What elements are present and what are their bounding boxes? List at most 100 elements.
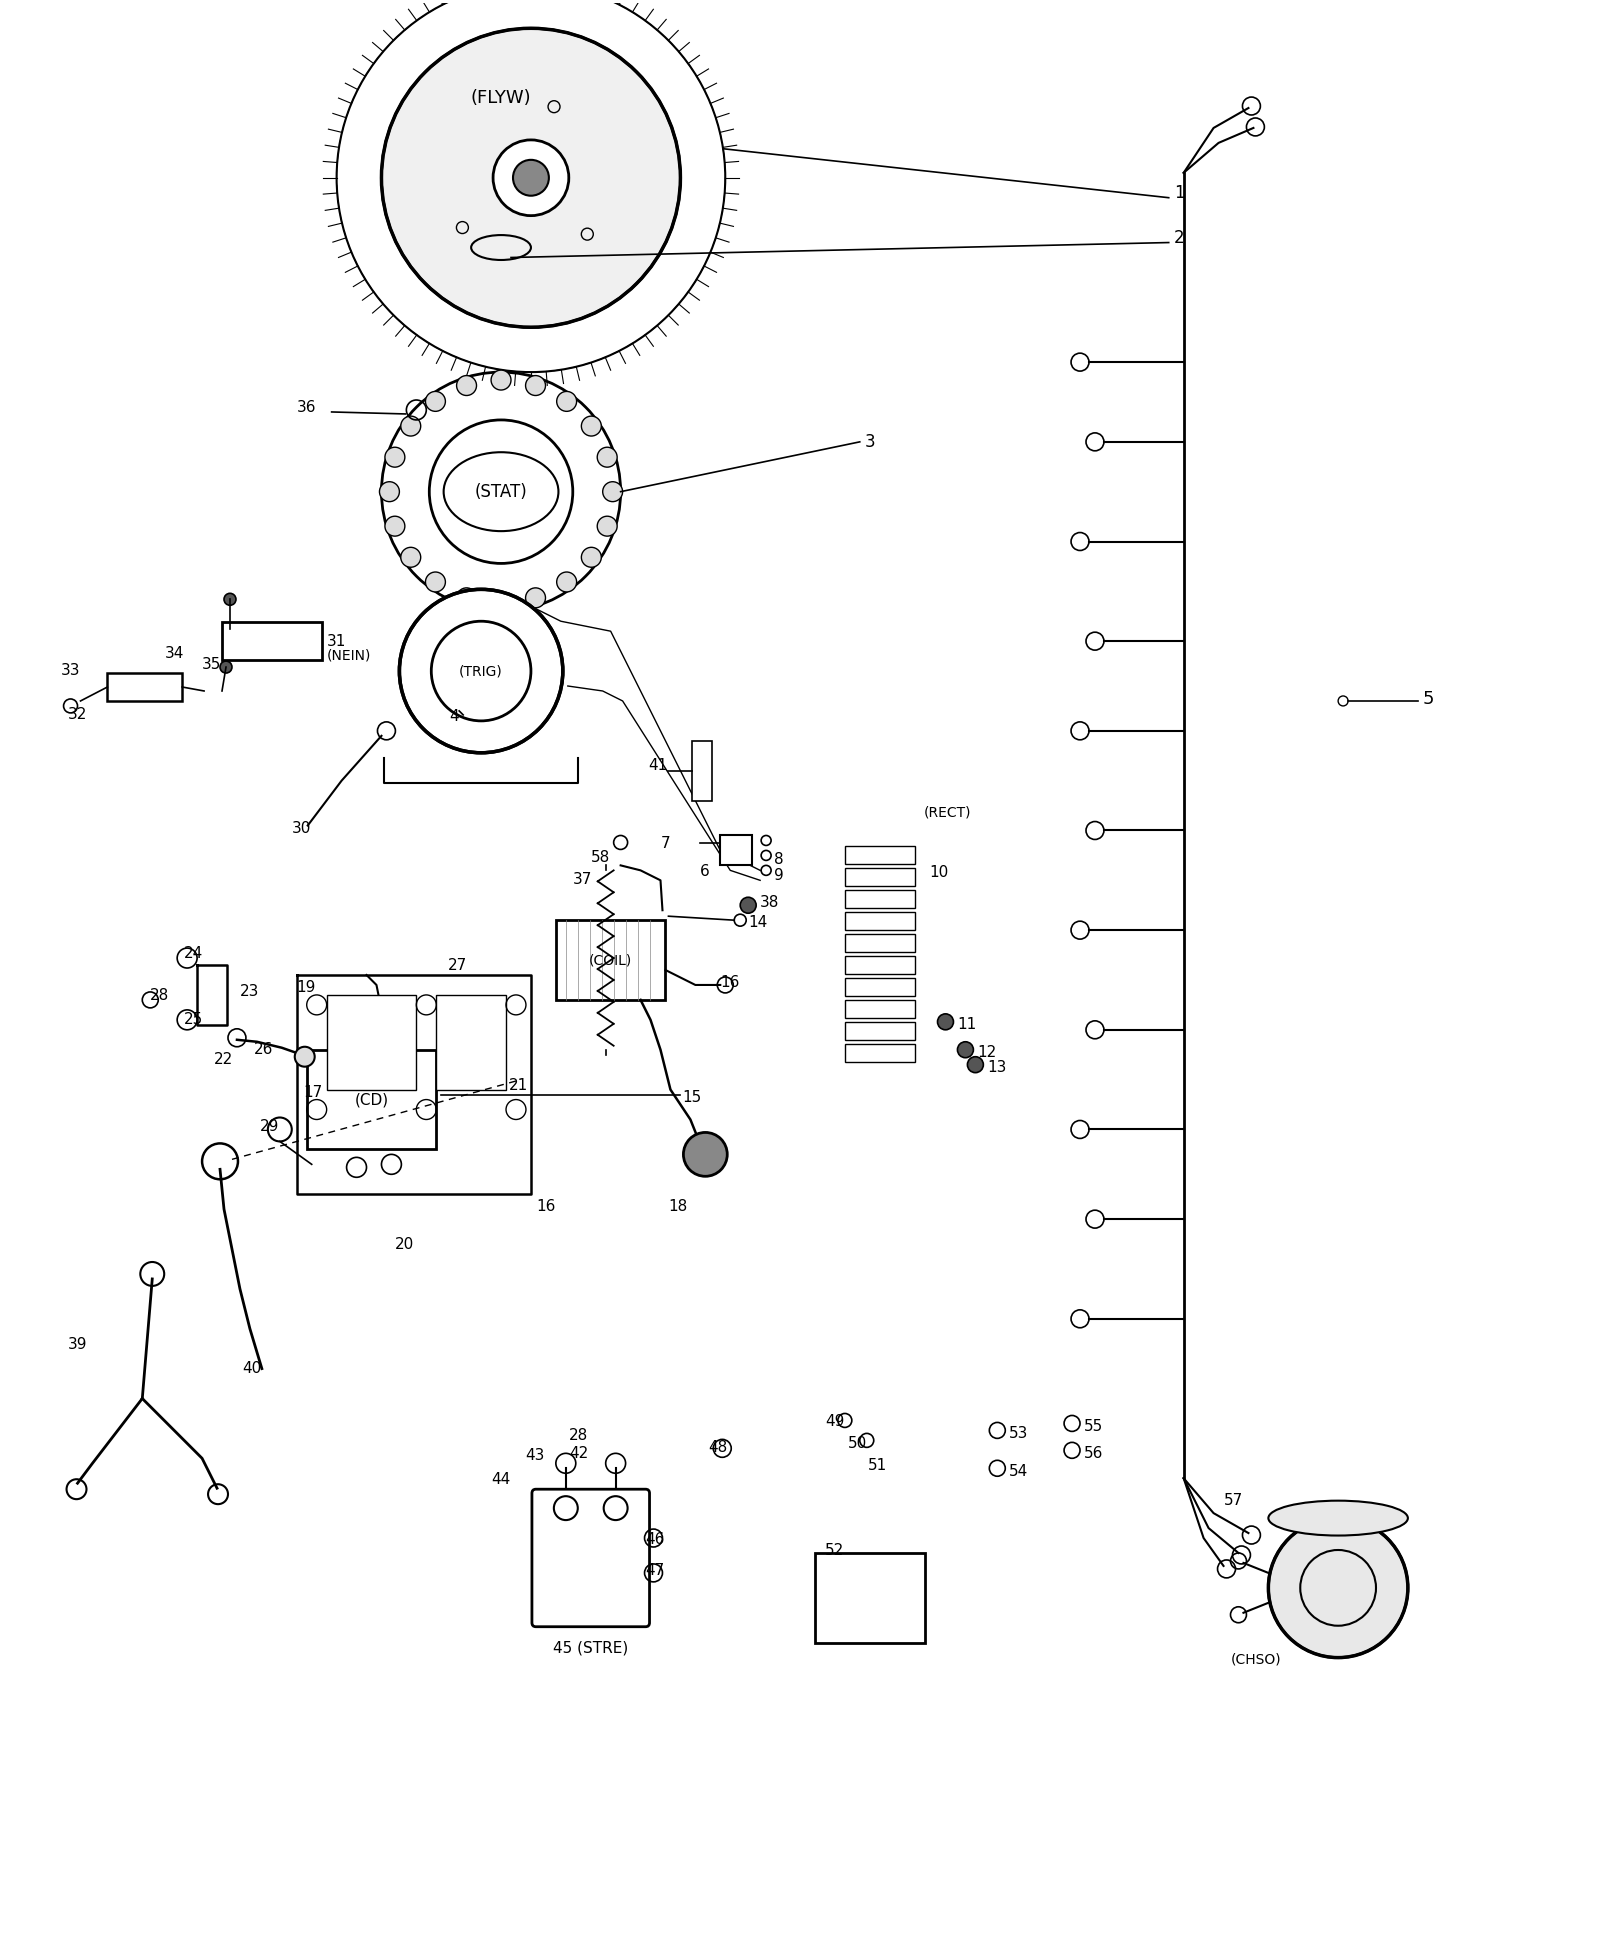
Circle shape xyxy=(603,481,622,502)
Circle shape xyxy=(491,370,510,389)
Text: 57: 57 xyxy=(1224,1493,1243,1509)
Text: 13: 13 xyxy=(987,1059,1006,1075)
Text: 10: 10 xyxy=(930,864,949,880)
Text: 9: 9 xyxy=(774,868,784,884)
Bar xyxy=(845,847,915,864)
Text: 35: 35 xyxy=(202,656,221,672)
Text: 24: 24 xyxy=(184,946,203,962)
Text: 39: 39 xyxy=(67,1338,86,1351)
Text: 31: 31 xyxy=(326,633,346,648)
Text: (COIL): (COIL) xyxy=(589,952,632,968)
Text: 25: 25 xyxy=(184,1012,203,1026)
Text: 2: 2 xyxy=(1174,228,1184,247)
Ellipse shape xyxy=(1269,1501,1408,1536)
Text: (NEIN): (NEIN) xyxy=(326,648,371,662)
Circle shape xyxy=(938,1014,954,1030)
Text: (CD): (CD) xyxy=(355,1092,389,1108)
Circle shape xyxy=(514,160,549,197)
Circle shape xyxy=(741,898,757,913)
Text: 32: 32 xyxy=(67,707,86,722)
Circle shape xyxy=(456,588,477,607)
Circle shape xyxy=(386,448,405,467)
Text: 42: 42 xyxy=(570,1447,589,1462)
Bar xyxy=(845,935,915,952)
Text: 6: 6 xyxy=(701,864,710,880)
Text: 37: 37 xyxy=(573,872,592,888)
Text: 20: 20 xyxy=(395,1236,414,1252)
Text: 48: 48 xyxy=(709,1441,728,1454)
Bar xyxy=(307,1049,437,1149)
Circle shape xyxy=(968,1057,984,1073)
Circle shape xyxy=(379,481,400,502)
Text: 12: 12 xyxy=(978,1046,997,1059)
Text: (STAT): (STAT) xyxy=(475,483,528,500)
Circle shape xyxy=(221,662,232,674)
Bar xyxy=(222,623,322,660)
Circle shape xyxy=(456,376,477,395)
Circle shape xyxy=(426,572,445,592)
Text: 34: 34 xyxy=(165,646,184,662)
Bar xyxy=(437,995,506,1090)
Text: 14: 14 xyxy=(749,915,768,931)
Text: 22: 22 xyxy=(214,1051,234,1067)
Text: 3: 3 xyxy=(864,432,875,452)
Bar xyxy=(845,868,915,886)
Text: 51: 51 xyxy=(867,1458,886,1474)
Text: 8: 8 xyxy=(774,853,784,868)
Circle shape xyxy=(525,376,546,395)
Text: 41: 41 xyxy=(648,757,667,773)
Text: 7: 7 xyxy=(661,837,670,851)
Text: 33: 33 xyxy=(61,664,80,678)
Text: 45 (STRE): 45 (STRE) xyxy=(554,1641,629,1655)
Bar xyxy=(845,1044,915,1061)
Text: (TRIG): (TRIG) xyxy=(459,664,502,678)
Text: 17: 17 xyxy=(304,1084,323,1100)
Circle shape xyxy=(426,391,445,411)
Circle shape xyxy=(597,516,618,535)
Text: 40: 40 xyxy=(242,1361,261,1377)
Ellipse shape xyxy=(443,452,558,532)
Text: (CHSO): (CHSO) xyxy=(1230,1653,1282,1667)
Text: 26: 26 xyxy=(254,1042,274,1057)
Text: 16: 16 xyxy=(720,975,739,989)
Text: 30: 30 xyxy=(291,820,310,835)
Circle shape xyxy=(493,140,570,216)
Text: 47: 47 xyxy=(645,1563,664,1577)
Bar xyxy=(814,1554,925,1643)
Text: 29: 29 xyxy=(259,1120,280,1135)
Bar xyxy=(720,835,752,864)
Circle shape xyxy=(597,448,618,467)
Text: 54: 54 xyxy=(1010,1464,1029,1480)
Text: 36: 36 xyxy=(296,401,317,415)
Text: 21: 21 xyxy=(509,1077,528,1092)
Text: 18: 18 xyxy=(669,1199,688,1215)
Bar xyxy=(845,977,915,997)
Text: 19: 19 xyxy=(296,979,317,995)
Text: 15: 15 xyxy=(683,1090,702,1104)
Bar xyxy=(845,1022,915,1040)
Circle shape xyxy=(224,594,235,606)
Text: 28: 28 xyxy=(150,987,170,1003)
Circle shape xyxy=(429,421,573,563)
Circle shape xyxy=(386,516,405,535)
Text: 58: 58 xyxy=(590,851,610,864)
Circle shape xyxy=(557,572,576,592)
Text: 16: 16 xyxy=(536,1199,555,1215)
Text: 5: 5 xyxy=(1422,689,1434,709)
Circle shape xyxy=(491,594,510,613)
Circle shape xyxy=(957,1042,973,1057)
Bar xyxy=(845,890,915,907)
Circle shape xyxy=(557,391,576,411)
Text: 44: 44 xyxy=(491,1472,510,1488)
Text: 55: 55 xyxy=(1085,1419,1104,1435)
Text: 11: 11 xyxy=(957,1016,976,1032)
Text: 50: 50 xyxy=(848,1437,867,1451)
Text: 43: 43 xyxy=(525,1449,544,1464)
Text: 52: 52 xyxy=(826,1544,845,1558)
Text: 23: 23 xyxy=(240,983,259,999)
Bar xyxy=(693,740,712,800)
Text: 38: 38 xyxy=(760,896,779,911)
Bar xyxy=(107,674,182,701)
Bar xyxy=(326,995,416,1090)
Circle shape xyxy=(683,1133,728,1176)
